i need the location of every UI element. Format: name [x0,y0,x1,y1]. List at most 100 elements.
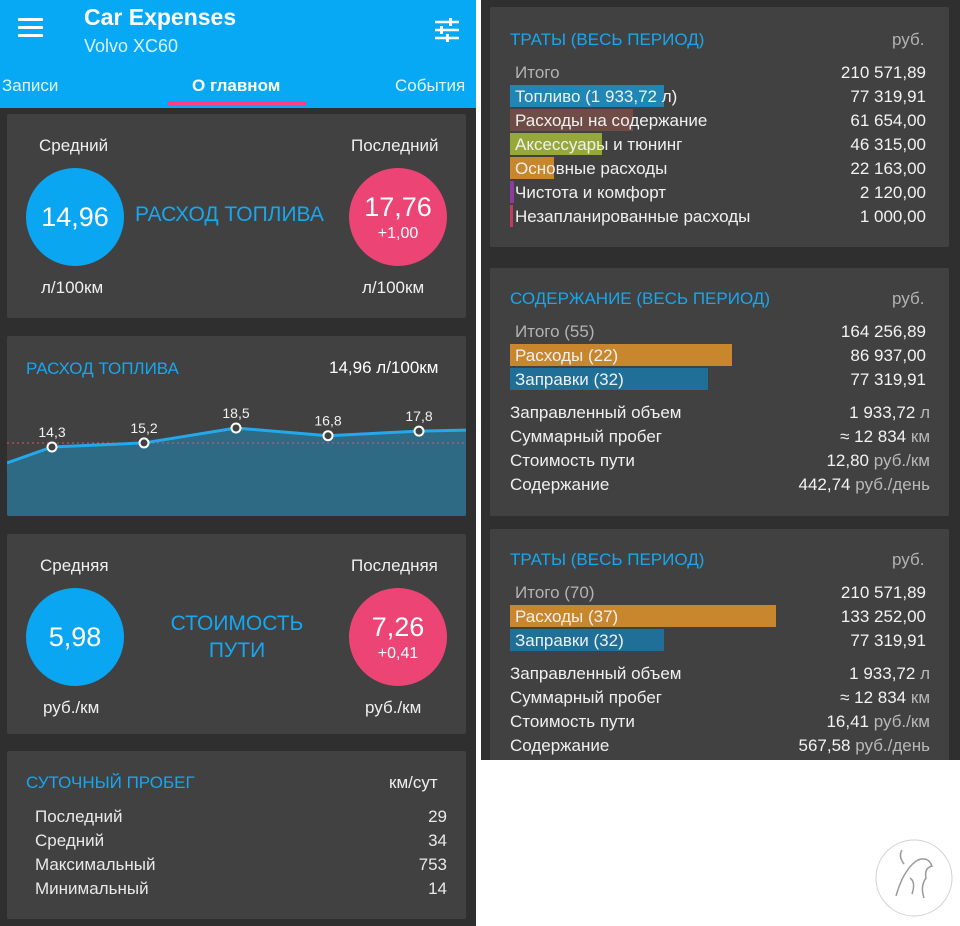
stat-number: ≈ 12 834 [840,688,907,707]
category-value: 46 315,00 [850,135,926,154]
spending-split-card[interactable]: ТРАТЫ (ВЕСЬ ПЕРИОД) руб. Итого (70) 210 … [490,529,949,760]
stat-number: 1 933,72 [849,664,916,683]
stat-value: 1 933,72 л [720,664,930,684]
filter-settings-icon[interactable] [434,18,460,42]
chart-point-label: 14,3 [38,424,65,440]
category-bar [510,181,514,203]
spending-split-unit: руб. [892,550,925,569]
mileage-row-label: Максимальный [35,855,156,874]
avg-label: Средний [39,136,109,155]
menu-icon[interactable] [18,18,43,38]
mileage-row: Средний 34 [35,831,447,855]
last-consumption-value: 17,76 [364,191,432,222]
cost-card-title: СТОИМОСТЬ ПУТИ [157,610,317,664]
chart-point[interactable] [322,430,334,442]
right-screen: ТРАТЫ (ВЕСЬ ПЕРИОД) руб. Итого 210 571,8… [481,0,960,760]
mileage-row-label: Средний [35,831,105,850]
mileage-row-value: 753 [418,855,447,874]
chart-point[interactable] [46,441,58,453]
fuel-consumption-card[interactable]: Средний Последний 14,96 РАСХОД ТОПЛИВА 1… [7,114,466,318]
spending-total-label: Итого [515,63,560,82]
avg-cost-unit: руб./км [43,698,100,717]
category-value: 86 937,00 [850,346,926,365]
chart-unit: л/100км [376,358,439,377]
maintenance-total-label: Итого (55) [515,322,595,341]
stat-unit: руб./день [855,736,930,755]
app-subtitle: Volvo XC60 [84,36,179,56]
mileage-row: Максимальный 753 [35,855,447,879]
chart-point[interactable] [230,422,242,434]
spending-split-total-label: Итого (70) [515,583,595,602]
mileage-row-label: Последний [35,807,123,826]
stat-unit: л [920,403,930,422]
left-screen: Car Expenses Volvo XC60 Записи О главном… [0,0,476,926]
mileage-row-label: Минимальный [35,879,149,898]
last-cost-value: 7,26 [371,611,425,642]
category-bar [510,157,554,179]
last-unit: л/100км [362,278,425,297]
mileage-row: Минимальный 14 [35,879,447,903]
chart-area [7,428,466,516]
stat-label: Суммарный пробег [510,427,663,446]
watermark-logo-icon [875,839,953,917]
stat-number: 567,58 [798,736,851,755]
chart-value-readout: 14,96 л/100км [329,358,438,378]
mileage-row: Последний 29 [35,807,447,831]
category-value: 77 319,91 [850,370,926,389]
category-label: Основные расходы [515,159,668,178]
last-consumption-delta: +1,00 [377,224,419,242]
spending-card[interactable]: ТРАТЫ (ВЕСЬ ПЕРИОД) руб. Итого 210 571,8… [490,7,949,247]
category-bar [510,109,633,131]
maintenance-total-value: 164 256,89 [840,322,926,341]
cost-title-line2: ПУТИ [208,639,266,662]
tab-events[interactable]: События [395,76,466,95]
cost-title-line1: СТОИМОСТЬ [170,612,304,635]
stat-number: 12,80 [826,451,869,470]
chart-point[interactable] [413,425,425,437]
stat-label: Содержание [510,475,610,494]
spending-unit: руб. [892,30,925,49]
category-value: 77 319,91 [850,631,926,650]
stat-number: 16,41 [826,712,869,731]
mileage-row-value: 29 [428,807,447,826]
stat-unit: руб./км [873,712,930,731]
stat-number: 442,74 [798,475,851,494]
stat-value: ≈ 12 834 км [720,688,930,708]
mileage-row-value: 34 [428,831,447,850]
stat-unit: л [920,664,930,683]
daily-mileage-card[interactable]: СУТОЧНЫЙ ПРОБЕГ км/сут Последний 29 Средн… [7,751,466,919]
stat-number: 1 933,72 [849,403,916,422]
chart-point[interactable] [138,437,150,449]
stat-value: 16,41 руб./км [720,712,930,732]
stat-value: 567,58 руб./день [720,736,931,756]
category-bar [510,629,664,651]
category-label: Расходы (37) [515,607,619,626]
tab-overview[interactable]: О главном [192,76,281,95]
stat-value: 1 933,72 л [720,403,930,423]
chart-title: РАСХОД ТОПЛИВА [26,359,179,378]
category-bar [510,368,708,390]
stat-label: Стоимость пути [510,451,635,470]
last-cost-delta: +0,41 [377,644,419,662]
category-label: Заправки (32) [515,631,624,650]
fuel-chart-plot: 14,3 15,2 18,5 16,8 17,8 [7,405,466,516]
spending-split-total-value: 210 571,89 [840,583,926,602]
last-label: Последний [351,136,439,155]
trip-cost-card[interactable]: Средняя Последняя 5,98 СТОИМОСТЬ ПУТИ 7,… [7,534,466,734]
stat-label: Стоимость пути [510,712,635,731]
fuel-chart-card[interactable]: РАСХОД ТОПЛИВА 14,96 л/100км 14,3 15,2 18,… [7,336,466,516]
stat-unit: руб./км [873,451,930,470]
category-label: Чистота и комфорт [515,183,667,202]
category-value: 2 120,00 [859,183,926,202]
stat-unit: км [910,688,930,707]
app-bar: Car Expenses Volvo XC60 Записи О главном… [0,0,476,108]
mileage-unit: км/сут [389,773,438,792]
category-label: Расходы на содержание [515,111,708,130]
category-value: 133 252,00 [840,607,926,626]
last-cost-unit: руб./км [365,698,422,717]
spending-total-value: 210 571,89 [840,63,926,82]
maintenance-card[interactable]: СОДЕРЖАНИЕ (ВЕСЬ ПЕРИОД) руб. Итого (55)… [490,268,949,516]
category-value: 61 654,00 [850,111,926,130]
tab-records[interactable]: Записи [2,76,59,95]
stat-label: Содержание [510,736,610,755]
